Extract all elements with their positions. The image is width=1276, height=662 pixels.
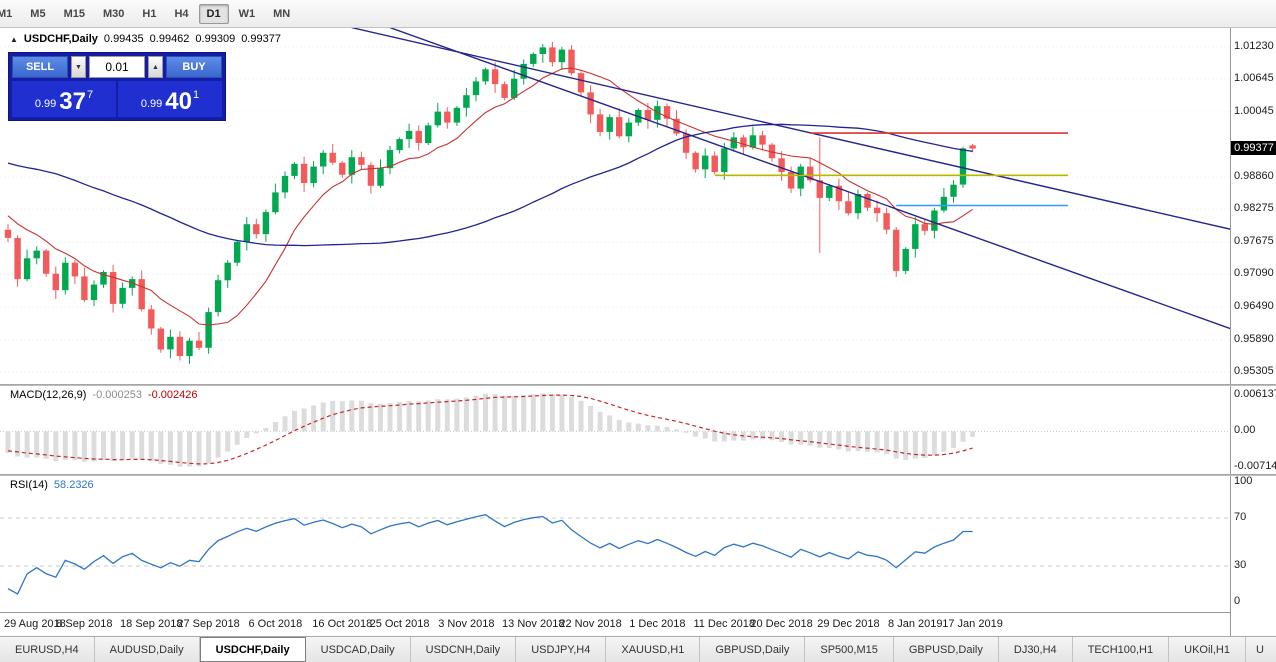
price-axis-label: 0.95305: [1234, 365, 1274, 378]
rsi-axis-label: 70: [1234, 511, 1247, 523]
collapse-arrow-icon[interactable]: ▲: [10, 34, 18, 44]
buy-price-prefix: 0.99: [140, 98, 163, 110]
timeframe-button-mn[interactable]: MN: [273, 7, 291, 20]
sell-price-prefix: 0.99: [34, 98, 57, 110]
price-scale-axis[interactable]: 1.01230 1.00645 1.00045 0.98860 0.98275 0.976…: [1230, 28, 1276, 636]
chart-area[interactable]: 1.01230 1.00645 1.00045 0.98860 0.98275 0.976…: [0, 28, 1276, 636]
sell-price-display[interactable]: 0.99 37 7: [12, 81, 116, 117]
rsi-name: RSI(14): [10, 479, 48, 491]
macd-name: MACD(12,26,9): [10, 389, 87, 401]
price-axis-label: 0.96490: [1234, 300, 1274, 313]
timeframe-button-w1[interactable]: W1: [238, 7, 256, 20]
timeframe-button-m5[interactable]: M5: [30, 7, 46, 20]
chart-tab-dj30-h4[interactable]: DJ30,H4: [999, 637, 1073, 662]
price-axis-label: 0.97675: [1234, 235, 1274, 248]
price-axis-label: 0.98860: [1234, 169, 1274, 182]
timeframe-button-m30[interactable]: M30: [102, 7, 125, 20]
ohlc-high-value: 0.99462: [149, 33, 190, 45]
price-chart-canvas[interactable]: [0, 28, 1230, 384]
chart-tab-gbpusd-daily[interactable]: GBPUSD,Daily: [700, 637, 806, 662]
rsi-axis-label: 30: [1234, 559, 1247, 571]
sell-price-pip-digit: 7: [87, 89, 94, 101]
chart-tab-audusd-daily[interactable]: AUDUSD,Daily: [95, 637, 200, 662]
date-axis-label: 11 Dec 2018: [693, 618, 756, 630]
date-axis-label: 20 Dec 2018: [750, 618, 813, 630]
price-axis-label: 1.00645: [1234, 71, 1274, 84]
volume-increase-button[interactable]: ▲: [148, 56, 163, 78]
macd-signal-value: -0.002426: [147, 389, 198, 401]
date-axis-label: 22 Nov 2018: [559, 618, 622, 630]
volume-input[interactable]: [89, 56, 145, 78]
macd-axis-label-bottom: -0.007142: [1234, 460, 1276, 472]
rsi-axis-label: 0: [1234, 595, 1241, 607]
timeframe-button-h1[interactable]: H1: [142, 7, 157, 20]
chart-tab-usdcnh-daily[interactable]: USDCNH,Daily: [411, 637, 517, 662]
macd-indicator-canvas[interactable]: [0, 386, 1230, 474]
chart-tab-sp500-m15[interactable]: SP500,M15: [805, 637, 894, 662]
timeframe-button-m15[interactable]: M15: [63, 7, 85, 20]
macd-main-value: -0.000253: [92, 389, 142, 401]
one-click-trading-panel: SELL ▼ ▲ BUY 0.99 37 7 0.99 40 1: [8, 52, 226, 121]
chart-tab-xauusd-h1[interactable]: XAUUSD,H1: [606, 637, 701, 662]
rsi-axis-label: 100: [1234, 475, 1253, 487]
date-axis-label: 18 Sep 2018: [120, 618, 183, 630]
rsi-indicator-canvas[interactable]: [0, 476, 1230, 612]
ohlc-open-value: 0.99435: [103, 33, 144, 45]
date-axis-label: 3 Nov 2018: [438, 618, 495, 630]
timeframe-button-h4[interactable]: H4: [174, 7, 189, 20]
timeframe-toolbar: M1 M5 M15 M30 H1 H4 D1 W1 MN: [0, 0, 1276, 28]
pane-separator[interactable]: [0, 384, 1276, 386]
chart-tab-tech100-h1[interactable]: TECH100,H1: [1073, 637, 1170, 662]
date-axis-label: 29 Dec 2018: [817, 618, 880, 630]
date-axis-label: 25 Oct 2018: [369, 618, 430, 630]
macd-axis-label-zero: 0.00: [1234, 424, 1256, 437]
date-axis-label: 29 Aug 2018: [4, 618, 66, 630]
buy-price-big-digits: 40: [165, 88, 192, 115]
date-axis-label: 6 Oct 2018: [248, 618, 303, 630]
date-axis-label: 8 Sep 2018: [56, 618, 113, 630]
date-axis-label: 27 Sep 2018: [177, 618, 240, 630]
price-axis-label: 0.98275: [1234, 202, 1274, 215]
chart-title: ▲ USDCHF,Daily 0.99435 0.99462 0.99309 0…: [10, 33, 281, 45]
price-axis-label: 1.01230: [1234, 39, 1274, 52]
date-axis-label: 17 Jan 2019: [942, 618, 1003, 630]
ohlc-close-value: 0.99377: [241, 33, 281, 45]
chart-symbol-label: USDCHF,Daily: [23, 33, 98, 45]
timeframe-button-m1[interactable]: M1: [0, 7, 13, 20]
volume-decrease-button[interactable]: ▼: [71, 56, 86, 78]
chart-tab-partial[interactable]: U: [1256, 643, 1264, 656]
s ell-button[interactable]: SELL: [12, 56, 68, 78]
macd-indicator-label: MACD(12,26,9) -0.000253 -0.002426: [10, 389, 198, 401]
chart-tabs-bar: EURUSD,H4 AUDUSD,Daily USDCHF,Daily USDCAD,…: [0, 636, 1276, 662]
date-axis-label: 13 Nov 2018: [502, 618, 565, 630]
chart-tab-usdcad-daily[interactable]: USDCAD,Daily: [306, 637, 411, 662]
chart-tab-gbpusd-daily[interactable]: GBPUSD,Daily: [894, 637, 999, 662]
date-axis-label: 8 Jan 2019: [888, 618, 943, 630]
price-axis-label: 0.95890: [1234, 333, 1274, 346]
date-axis-label: 1 Dec 2018: [629, 618, 686, 630]
buy-price-display[interactable]: 0.99 40 1: [118, 81, 222, 117]
chart-tab-eurusd-h4[interactable]: EURUSD,H4: [0, 637, 95, 662]
buy-price-pip-digit: 1: [193, 89, 200, 101]
ohlc-low-value: 0.99309: [195, 33, 236, 45]
price-axis-label: 0.97090: [1234, 267, 1274, 280]
current-price-badge: 0.99377: [1231, 141, 1276, 156]
sell-price-big-digits: 37: [59, 88, 86, 115]
rsi-value: 58.2326: [53, 479, 94, 491]
rsi-indicator-label: RSI(14) 58.2326: [10, 479, 94, 491]
time-scale-axis[interactable]: 29 Aug 2018 8 Sep 2018 18 Sep 2018 27 Sep 2…: [0, 612, 1230, 636]
pane-separator[interactable]: [0, 474, 1276, 476]
chart-tab-ukoil-h1[interactable]: UKOil,H1: [1169, 637, 1247, 662]
macd-axis-label-top: 0.006137: [1234, 388, 1276, 400]
chart-tab-usdjpy-h4[interactable]: USDJPY,H4: [516, 637, 607, 662]
chart-tab-usdchf-daily[interactable]: USDCHF,Daily: [199, 637, 306, 662]
date-axis-label: 16 Oct 2018: [312, 618, 373, 630]
timeframe-button-d1[interactable]: D1: [198, 3, 229, 24]
price-axis-label: 1.00045: [1234, 104, 1274, 117]
buy-button[interactable]: BUY: [166, 56, 222, 78]
